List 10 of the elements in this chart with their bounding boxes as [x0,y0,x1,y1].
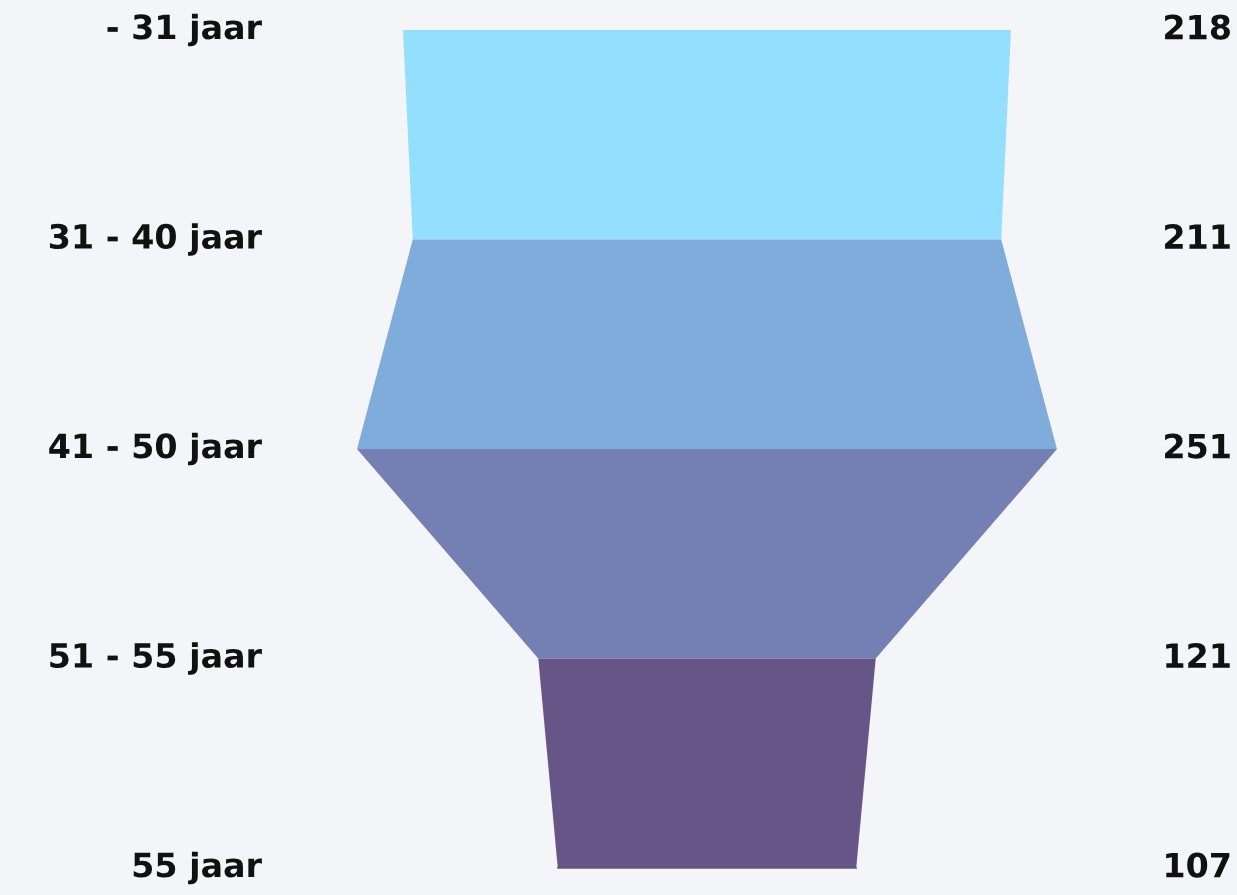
data-label: 251 [1165,433,1230,459]
category-label: 51 - 55 jaar [50,642,262,675]
data-label: 218 [1165,14,1230,40]
data-label: 107 [1166,852,1230,878]
category-label: 55 jaar [133,851,262,885]
category-label: 31 - 40 jaar [49,223,262,256]
category-label: 41 - 50 jaar [49,432,262,466]
data-label: 211 [1165,223,1230,249]
category-label: - 31 jaar [107,13,262,47]
data-label: 121 [1166,642,1230,668]
